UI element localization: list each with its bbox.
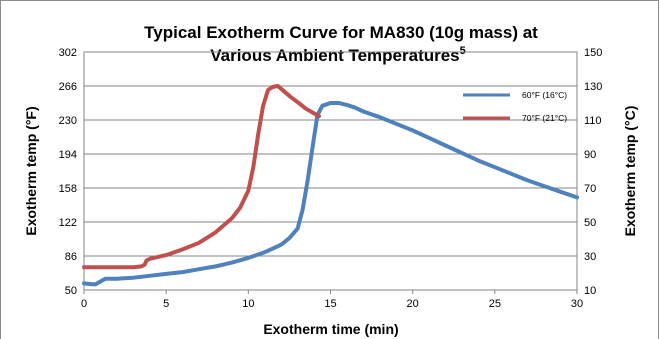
chart-title-line2-text: Various Ambient Temperatures [210, 46, 459, 65]
legend-label-70f: 70°F (21°C) [522, 113, 567, 123]
x-axis-label: Exotherm time (min) [263, 321, 398, 337]
x-tick-label: 5 [163, 298, 169, 310]
series-line-70f [82, 84, 321, 270]
y-axis-left-label: Exotherm temp (°F) [23, 106, 39, 235]
y-right-tick-label: 110 [584, 115, 602, 127]
series-line-60f [82, 101, 579, 287]
x-tick-label: 0 [81, 298, 87, 310]
y-left-tick-label: 158 [59, 183, 77, 195]
y-axis-right-label: Exotherm temp (°C) [622, 106, 638, 237]
chart-title-superscript: 5 [460, 45, 466, 57]
x-tick-label: 30 [571, 298, 583, 310]
x-tick-label: 20 [407, 298, 419, 310]
legend-label-60f: 60°F (16°C) [522, 90, 567, 100]
y-left-tick-label: 266 [59, 81, 77, 93]
y-right-tick-label: 50 [584, 217, 596, 229]
y-right-tick-label: 130 [584, 81, 602, 93]
y-right-tick-label: 90 [584, 149, 596, 161]
series-lines [82, 84, 579, 287]
y-left-tick-label: 122 [59, 217, 77, 229]
tick-labels: 5086122158194230266302103050709011013015… [59, 47, 603, 310]
y-left-tick-label: 302 [59, 47, 77, 59]
y-left-tick-label: 194 [59, 149, 77, 161]
chart-title-line2: Various Ambient Temperatures5 [210, 45, 466, 65]
x-tick-label: 15 [324, 298, 336, 310]
chart-title-line1: Typical Exotherm Curve for MA830 (10g ma… [144, 23, 538, 42]
y-left-tick-label: 230 [59, 115, 77, 127]
x-tick-label: 10 [242, 298, 254, 310]
x-tick-label: 25 [489, 298, 501, 310]
y-right-tick-label: 10 [584, 285, 596, 297]
legend: 60°F (16°C) 70°F (21°C) [463, 90, 567, 123]
y-right-tick-label: 70 [584, 183, 596, 195]
y-right-tick-label: 30 [584, 251, 596, 263]
y-left-tick-label: 50 [65, 285, 77, 297]
y-left-tick-label: 86 [65, 251, 77, 263]
y-right-tick-label: 150 [584, 47, 602, 59]
